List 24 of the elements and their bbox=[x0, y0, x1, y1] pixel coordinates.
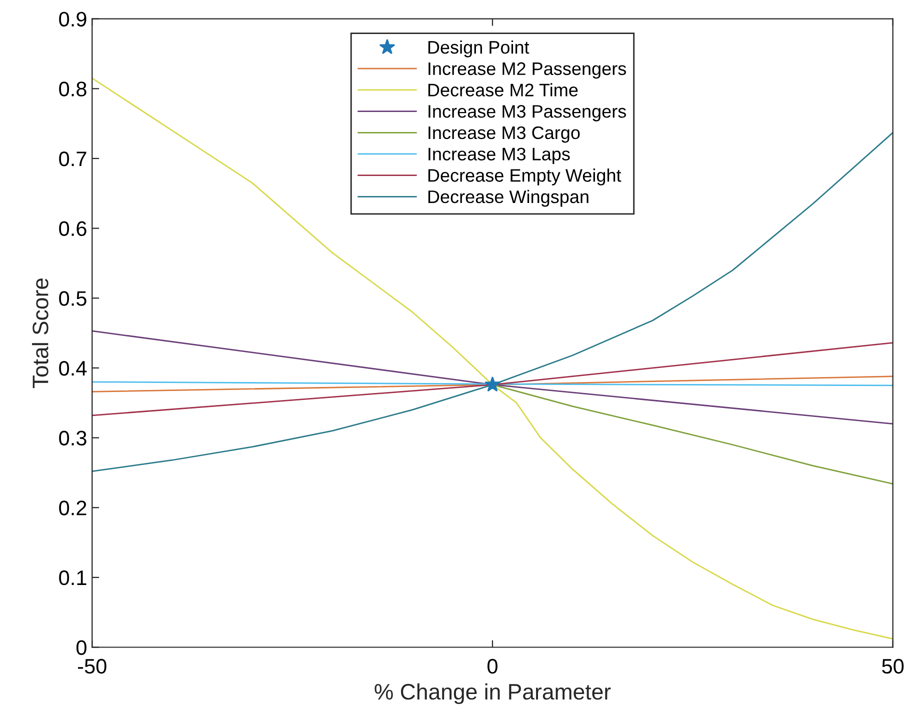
x-axis-title: % Change in Parameter bbox=[374, 683, 611, 704]
legend-label: Decrease Empty Weight bbox=[428, 168, 622, 186]
y-axis-title: Total Score bbox=[32, 278, 48, 388]
legend-label: Decrease M2 Time bbox=[428, 83, 578, 96]
y-tick-label: 0.3 bbox=[59, 430, 86, 446]
legend-label: Decrease Wingspan bbox=[428, 190, 588, 207]
x-tick-label: 50 bbox=[882, 658, 904, 674]
line-series bbox=[92, 77, 893, 640]
y-tick-label: 0 bbox=[76, 640, 86, 656]
y-tick-label: 0.8 bbox=[59, 82, 86, 96]
legend-label: Increase M3 Laps bbox=[428, 148, 570, 164]
y-tick-label: 0.5 bbox=[59, 291, 86, 306]
x-tick-label: -50 bbox=[78, 658, 106, 674]
y-tick-label: 0.7 bbox=[59, 151, 86, 166]
y-tick-label: 0.1 bbox=[59, 570, 86, 586]
legend-label: Increase M2 Passengers bbox=[428, 62, 626, 79]
x-tick-label: 0 bbox=[488, 658, 498, 674]
y-tick-label: 0.6 bbox=[59, 221, 86, 236]
y-tick-label: 0.4 bbox=[59, 360, 87, 376]
legend-label: Design Point bbox=[428, 40, 530, 58]
legend-label: Increase M3 Passengers bbox=[428, 105, 626, 122]
legend-label: Increase M3 Cargo bbox=[428, 126, 580, 143]
y-tick-label: 0.2 bbox=[59, 500, 86, 516]
y-tick-label: 0.9 bbox=[59, 12, 86, 27]
